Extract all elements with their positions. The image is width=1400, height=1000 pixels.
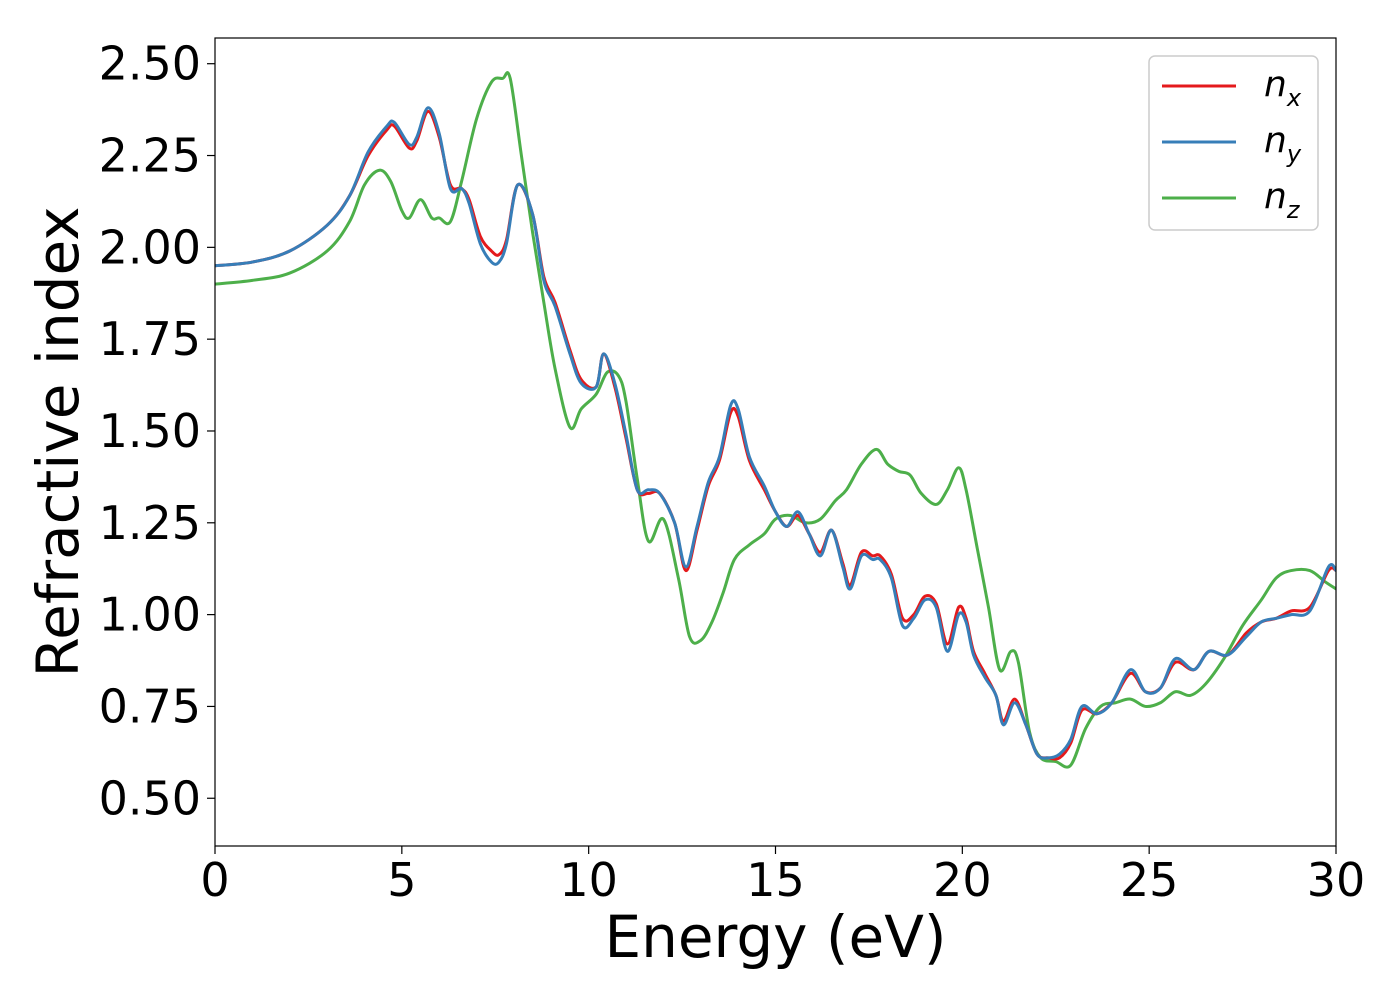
legend: nx ny nz — [1148, 55, 1319, 231]
x-tick-label: 5 — [387, 853, 416, 907]
series-layer — [215, 71, 1336, 769]
y-axis-title: Refractive index — [24, 206, 92, 677]
y-tick-label: 1.25 — [99, 496, 201, 550]
x-axis: 0 5 10 15 20 25 30 — [200, 846, 1365, 907]
x-tick-label: 25 — [1120, 853, 1179, 907]
y-axis: 0.50 0.75 1.00 1.25 1.50 1.75 2.00 2.25 2.50 — [99, 37, 215, 825]
y-tick-label: 0.75 — [99, 679, 201, 733]
y-tick-label: 0.50 — [99, 771, 201, 825]
y-tick-label: 2.50 — [99, 37, 201, 91]
series-line-nz — [215, 71, 1336, 769]
x-tick-label: 15 — [746, 853, 805, 907]
y-tick-label: 1.50 — [99, 404, 201, 458]
y-tick-label: 2.00 — [99, 220, 201, 274]
legend-label: nz — [1264, 176, 1301, 224]
y-tick-label: 1.75 — [99, 312, 201, 366]
y-tick-label: 2.25 — [99, 129, 201, 183]
legend-label: ny — [1264, 120, 1302, 168]
legend-label: nx — [1264, 64, 1302, 112]
series-line-ny — [215, 106, 1336, 760]
legend-item-nx: nx — [1162, 64, 1302, 112]
x-tick-label: 0 — [200, 853, 229, 907]
x-tick-label: 30 — [1307, 853, 1366, 907]
x-tick-label: 10 — [559, 853, 618, 907]
x-axis-title: Energy (eV) — [604, 903, 946, 971]
legend-item-ny: ny — [1162, 120, 1302, 168]
y-tick-label: 1.00 — [99, 588, 201, 642]
legend-item-nz: nz — [1162, 176, 1301, 224]
x-tick-label: 20 — [933, 853, 992, 907]
